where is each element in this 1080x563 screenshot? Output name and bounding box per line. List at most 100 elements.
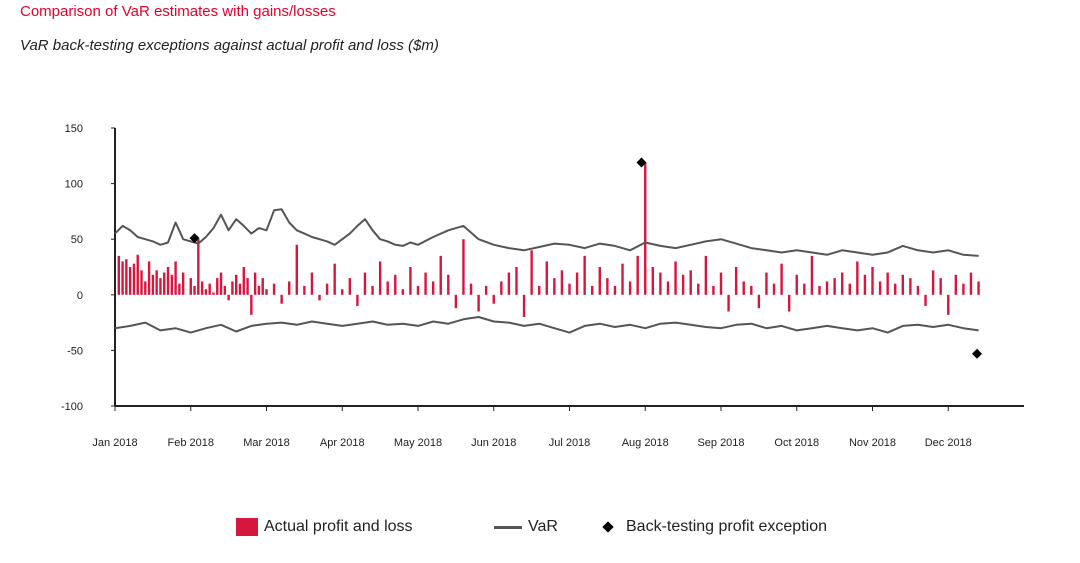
x-tick-label: Dec 2018 (925, 437, 972, 449)
exception-marker (189, 233, 200, 244)
x-tick-label: Sep 2018 (697, 437, 744, 449)
x-tick-label: Mar 2018 (243, 437, 289, 449)
pnl-bar (219, 272, 223, 295)
var-lower-line (114, 316, 979, 334)
chart-title: Comparison of VaR estimates with gains/l… (20, 3, 336, 20)
pnl-bar (454, 294, 458, 309)
pnl-bar (174, 261, 177, 295)
var-upper-line (114, 208, 979, 257)
pnl-bar (333, 263, 336, 295)
pnl-bar (795, 274, 798, 295)
pnl-bar (200, 281, 204, 295)
pnl-bar (530, 250, 533, 295)
pnl-bar (674, 261, 677, 295)
pnl-bar (163, 272, 166, 295)
exception-marker (972, 348, 983, 359)
x-tick-label: Jun 2018 (471, 437, 516, 449)
pnl-bar (924, 294, 927, 306)
legend-item-var: VaR (494, 518, 558, 536)
pnl-bar (208, 283, 211, 295)
legend-var-label: VaR (528, 518, 558, 535)
pnl-bar (447, 274, 450, 295)
chart-legend: Actual profit and loss VaR Back-testing … (0, 518, 1080, 542)
pnl-bar (170, 274, 174, 295)
pnl-bar (227, 294, 230, 301)
pnl-bar (416, 285, 420, 295)
pnl-bar (325, 283, 329, 295)
pnl-bar (894, 283, 897, 295)
pnl-bar (545, 261, 548, 295)
pnl-bar (507, 272, 511, 295)
pnl-bar (901, 274, 904, 295)
pnl-bar (871, 267, 874, 295)
pnl-bar (348, 278, 352, 295)
pnl-bar (712, 285, 715, 295)
pnl-bar (878, 281, 882, 295)
legend-item-exception: Back-testing profit exception (600, 518, 827, 536)
pnl-bar (431, 281, 435, 295)
pnl-bar (560, 270, 564, 295)
pnl-bar (140, 270, 143, 295)
pnl-bar (250, 294, 253, 315)
pnl-bar (689, 270, 692, 295)
pnl-bar (757, 294, 761, 309)
pnl-bar (651, 267, 655, 295)
pnl-bar (462, 239, 465, 295)
pnl-bar (947, 294, 950, 315)
pnl-bar (204, 289, 208, 295)
pnl-bar (469, 283, 473, 295)
pnl-bar (318, 294, 321, 301)
y-tick-label: 0 (77, 290, 83, 302)
y-tick-label: -50 (67, 345, 83, 357)
pnl-bar (613, 285, 617, 295)
pnl-bar (295, 244, 298, 295)
pnl-bar (598, 267, 601, 295)
pnl-bar (939, 278, 942, 295)
pnl-bar (261, 278, 264, 295)
pnl-bar (681, 274, 685, 295)
pnl-bar (803, 283, 806, 295)
pnl-bar (235, 274, 238, 295)
pnl-bar (780, 263, 783, 295)
pnl-bar (394, 274, 397, 295)
pnl-bar (386, 281, 389, 295)
pnl-bar (371, 285, 374, 295)
pnl-bar (818, 285, 821, 295)
pnl-bar (886, 272, 889, 295)
pnl-bar (189, 278, 192, 295)
pnl-bar (280, 294, 283, 304)
pnl-bar (848, 283, 851, 295)
pnl-bar (401, 289, 405, 295)
x-tick-label: Feb 2018 (168, 437, 214, 449)
pnl-bar (484, 285, 488, 295)
pnl-bar (916, 285, 920, 295)
pnl-bar (621, 263, 624, 295)
pnl-bar (841, 272, 844, 295)
pnl-bar (825, 281, 829, 295)
pnl-bar (969, 272, 973, 295)
pnl-bar (246, 278, 249, 295)
legend-diamond-icon (602, 521, 614, 533)
pnl-bar (606, 278, 609, 295)
pnl-bar (288, 281, 291, 295)
pnl-bar (363, 272, 367, 295)
x-tick-label: Apr 2018 (320, 437, 365, 449)
pnl-bar (144, 281, 147, 295)
pnl-bar (166, 267, 170, 295)
pnl-bar (931, 270, 935, 295)
pnl-bar (644, 162, 647, 295)
pnl-bar (310, 272, 314, 295)
pnl-bar (750, 285, 753, 295)
x-tick-label: Aug 2018 (622, 437, 669, 449)
x-tick-label: Oct 2018 (774, 437, 819, 449)
y-tick-label: -100 (61, 401, 83, 413)
pnl-bar (591, 285, 594, 295)
pnl-bar (125, 259, 128, 295)
y-tick-label: 50 (71, 234, 83, 246)
pnl-bar (628, 281, 632, 295)
pnl-bar (810, 255, 814, 295)
pnl-bar (863, 274, 867, 295)
pnl-bar (136, 254, 139, 295)
pnl-bar (439, 255, 442, 295)
pnl-bar (734, 267, 738, 295)
